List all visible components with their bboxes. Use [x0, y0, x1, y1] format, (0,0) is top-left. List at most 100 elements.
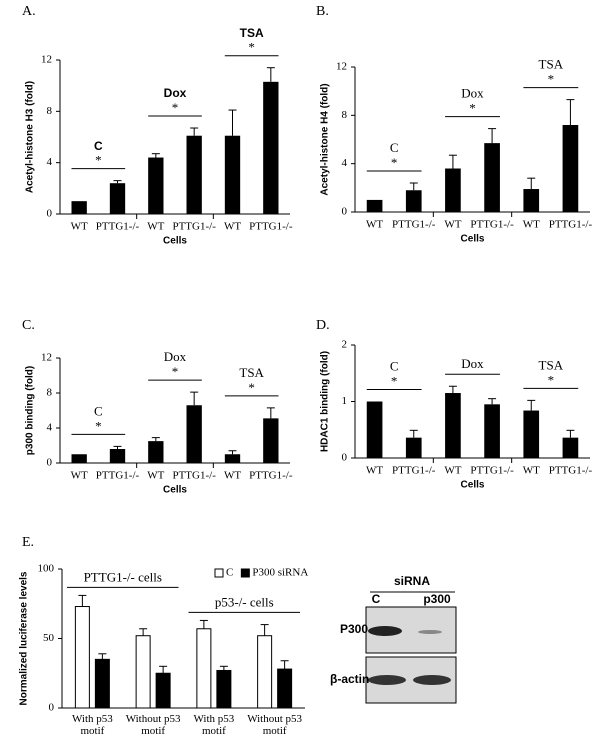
blot-band: [368, 626, 402, 636]
bar: [186, 405, 202, 463]
panel-label: D.: [316, 318, 330, 333]
western-blot: siRNA C p300 P300 β-actin: [330, 574, 457, 704]
y-tick-label: 8: [47, 105, 53, 117]
panel-label: E.: [22, 535, 34, 550]
group-label: PTTG1-/- cells: [84, 569, 162, 584]
error-bar: [448, 385, 457, 394]
x-tick-label: PTTG1-/-: [549, 465, 593, 477]
x-tick-label: PTTG1-/-: [470, 465, 514, 477]
group-label: TSA: [539, 57, 564, 72]
x-axis-label: Cells: [461, 234, 485, 245]
x-tick-label: WT: [523, 219, 540, 231]
bar: [109, 449, 126, 463]
error-bar: [488, 128, 497, 144]
bar: [94, 658, 110, 709]
significance-star: *: [95, 418, 102, 433]
legend-label: C: [226, 567, 233, 579]
blot-band: [368, 675, 406, 685]
error-bar: [260, 624, 269, 636]
x-tick-label: WT: [147, 221, 164, 233]
x-tick-label: WT: [366, 219, 383, 231]
error-bar: [190, 127, 199, 136]
group-label: C: [94, 403, 103, 418]
x-tick-label: PTTG1-/-: [249, 470, 293, 482]
y-tick-label: 2: [342, 339, 348, 351]
blot-title: siRNA: [394, 574, 430, 588]
bar: [366, 199, 383, 212]
blot-panel: [365, 606, 457, 654]
bar: [263, 81, 279, 214]
x-tick-label: WT: [444, 465, 461, 477]
y-axis-label: p300 binding (fold): [25, 366, 36, 455]
bar: [484, 143, 500, 212]
group-label: C: [94, 139, 103, 153]
blot-row: P300: [340, 622, 368, 636]
legend-swatch: [240, 568, 250, 578]
x-tick-label: WT: [71, 470, 88, 482]
bar: [196, 628, 212, 709]
group-label: TSA: [239, 365, 264, 380]
bar: [71, 201, 87, 214]
significance-star: *: [469, 101, 476, 116]
bar: [523, 410, 540, 458]
error-bar: [113, 180, 122, 184]
x-tick-label: Without p53 motif: [247, 713, 303, 737]
group-label: TSA: [240, 26, 264, 40]
error-bar: [448, 154, 457, 169]
x-tick-label: PTTG1-/-: [470, 219, 514, 231]
y-axis-label: Normalized luciferase levels: [19, 571, 30, 705]
error-bar: [139, 628, 148, 636]
blot-band: [413, 675, 451, 685]
error-bar: [527, 399, 536, 411]
y-tick-label: 1: [342, 395, 348, 407]
x-tick-label: PTTG1-/-: [549, 219, 593, 231]
x-tick-label: WT: [366, 465, 383, 477]
error-bar: [113, 445, 122, 449]
y-tick-label: 4: [47, 422, 53, 434]
bar: [148, 157, 164, 214]
x-tick-label: Without p53 motif: [125, 713, 181, 737]
error-bar: [266, 407, 275, 419]
x-tick-label: PTTG1-/-: [392, 465, 436, 477]
significance-star: *: [172, 100, 179, 115]
bar: [257, 635, 273, 709]
significance-star: *: [172, 364, 179, 379]
bar: [186, 135, 202, 214]
x-axis-label: Cells: [163, 485, 187, 496]
y-tick-label: 12: [336, 61, 347, 73]
x-tick-label-box: Without p53 motif: [125, 713, 181, 737]
bar: [445, 168, 461, 212]
group-label: p53-/- cells: [215, 594, 274, 609]
error-bar: [228, 450, 237, 455]
y-tick-label: 12: [41, 54, 52, 66]
panel-label: B.: [316, 4, 329, 19]
bar: [224, 135, 241, 214]
group-label: C: [390, 140, 399, 155]
x-tick-label: WT: [71, 221, 88, 233]
bar: [148, 441, 164, 463]
x-tick-label: PTTG1-/-: [172, 470, 216, 482]
significance-star: *: [548, 72, 555, 87]
x-tick-label-box: With p53 motif: [193, 713, 234, 737]
error-bar: [228, 109, 237, 136]
x-tick-label: WT: [147, 470, 164, 482]
group-label: Dox: [164, 86, 187, 100]
x-tick-label: WT: [523, 465, 540, 477]
x-tick-label: WT: [224, 221, 241, 233]
blot-band: [418, 630, 442, 634]
error-bar: [190, 391, 199, 406]
error-bar: [566, 429, 575, 438]
legend-swatch: [214, 568, 224, 578]
y-tick-label: 100: [38, 563, 55, 575]
bar: [277, 668, 293, 709]
y-axis-label: Acetyl-histone H4 (fold): [320, 83, 331, 195]
y-tick-label: 4: [342, 157, 348, 169]
bar: [562, 125, 579, 212]
group-label: TSA: [539, 357, 564, 372]
blot-lane: C: [372, 592, 381, 606]
y-tick-label: 0: [47, 457, 53, 469]
x-axis-label: Cells: [163, 236, 187, 247]
x-tick-label: WT: [444, 219, 461, 231]
y-tick-label: 0: [47, 208, 53, 220]
bar: [523, 189, 540, 212]
